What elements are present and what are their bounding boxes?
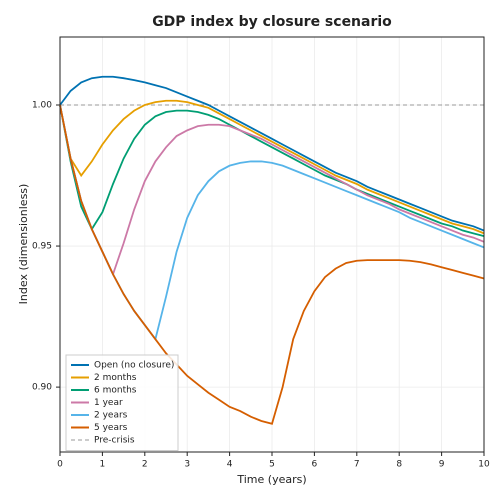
legend-label: 5 years xyxy=(94,423,128,433)
line-series xyxy=(59,75,485,232)
x-axis-label: Time (years) xyxy=(236,473,306,486)
x-tick-label: 2 xyxy=(142,460,148,470)
x-tick-label: 3 xyxy=(184,460,190,470)
y-tick-label: 1.00 xyxy=(32,100,52,110)
legend-label: 2 years xyxy=(94,411,128,421)
line-series xyxy=(59,104,485,238)
x-tick-label: 5 xyxy=(269,460,275,470)
legend-label: Pre-crisis xyxy=(94,436,135,446)
x-tick-label: 8 xyxy=(396,460,402,470)
y-tick-label: 0.95 xyxy=(32,242,52,252)
x-tick-label: 4 xyxy=(227,460,233,470)
line-series xyxy=(59,99,485,235)
plot-frame xyxy=(59,36,485,453)
x-tick-label: 9 xyxy=(439,460,445,470)
legend-label: 6 months xyxy=(94,386,137,396)
legend-label: 2 months xyxy=(94,373,137,383)
x-tick-label: 1 xyxy=(100,460,106,470)
legend-label: 1 year xyxy=(94,398,123,408)
x-tick-label: 10 xyxy=(478,460,490,470)
y-axis-label: Index (dimensionless) xyxy=(17,184,30,305)
x-tick-label: 6 xyxy=(312,460,318,470)
line-series xyxy=(59,104,485,277)
legend-label: Open (no closure) xyxy=(94,361,174,371)
x-tick-label: 7 xyxy=(354,460,360,470)
x-tick-label: 0 xyxy=(57,460,63,470)
chart-title: GDP index by closure scenario xyxy=(152,14,392,30)
y-tick-label: 0.90 xyxy=(32,383,52,393)
line-series xyxy=(59,104,485,425)
